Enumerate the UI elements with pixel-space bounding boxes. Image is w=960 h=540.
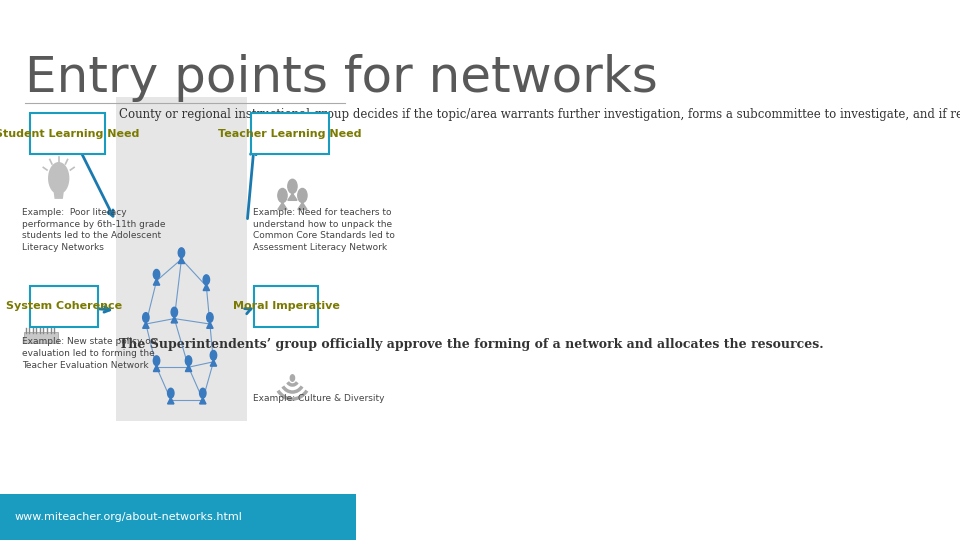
Circle shape: [143, 313, 149, 322]
Text: Student Learning Need: Student Learning Need: [0, 129, 140, 139]
Circle shape: [185, 356, 192, 366]
Polygon shape: [206, 322, 213, 328]
Circle shape: [288, 179, 297, 193]
FancyBboxPatch shape: [30, 113, 105, 154]
Circle shape: [206, 313, 213, 322]
Polygon shape: [154, 365, 159, 372]
Circle shape: [200, 388, 206, 398]
Polygon shape: [298, 202, 307, 210]
Circle shape: [298, 188, 307, 202]
Polygon shape: [277, 202, 287, 210]
Circle shape: [277, 188, 287, 202]
Circle shape: [168, 388, 174, 398]
Circle shape: [154, 269, 159, 279]
Polygon shape: [179, 257, 184, 264]
FancyBboxPatch shape: [254, 286, 319, 327]
Polygon shape: [171, 316, 178, 323]
Text: County or regional instructional group decides if the topic/area warrants furthe: County or regional instructional group d…: [119, 108, 960, 121]
Polygon shape: [210, 360, 217, 366]
Circle shape: [171, 307, 178, 317]
Polygon shape: [168, 397, 174, 404]
Polygon shape: [204, 284, 209, 291]
Circle shape: [179, 248, 184, 258]
Polygon shape: [200, 397, 206, 404]
Polygon shape: [288, 193, 297, 200]
Text: Entry points for networks: Entry points for networks: [25, 54, 658, 102]
Text: Moral Imperative: Moral Imperative: [233, 301, 340, 312]
Circle shape: [290, 375, 295, 381]
Text: Example: Need for teachers to
understand how to unpack the
Common Core Standards: Example: Need for teachers to understand…: [253, 208, 396, 252]
Circle shape: [204, 275, 209, 285]
Text: Example: Culture & Diversity: Example: Culture & Diversity: [253, 394, 385, 403]
Circle shape: [48, 162, 69, 194]
Polygon shape: [185, 365, 192, 372]
FancyBboxPatch shape: [251, 113, 329, 154]
Polygon shape: [143, 322, 149, 328]
Bar: [0, 494, 356, 540]
FancyBboxPatch shape: [24, 332, 58, 343]
Circle shape: [210, 350, 217, 360]
Text: www.miteacher.org/about-networks.html: www.miteacher.org/about-networks.html: [14, 512, 242, 522]
Text: Example: New state policy on
evaluation led to forming the
Teacher Evaluation Ne: Example: New state policy on evaluation …: [22, 338, 156, 370]
Polygon shape: [154, 279, 159, 285]
Text: Example:  Poor literacy
performance by 6th-11th grade
students led to the Adoles: Example: Poor literacy performance by 6t…: [22, 208, 165, 252]
FancyBboxPatch shape: [115, 97, 248, 421]
Text: Teacher Learning Need: Teacher Learning Need: [218, 129, 362, 139]
Text: System Coherence: System Coherence: [6, 301, 122, 312]
Polygon shape: [55, 193, 63, 198]
Circle shape: [154, 356, 159, 366]
Text: The Superintendents’ group officially approve the forming of a network and alloc: The Superintendents’ group officially ap…: [119, 338, 824, 351]
FancyBboxPatch shape: [30, 286, 98, 327]
